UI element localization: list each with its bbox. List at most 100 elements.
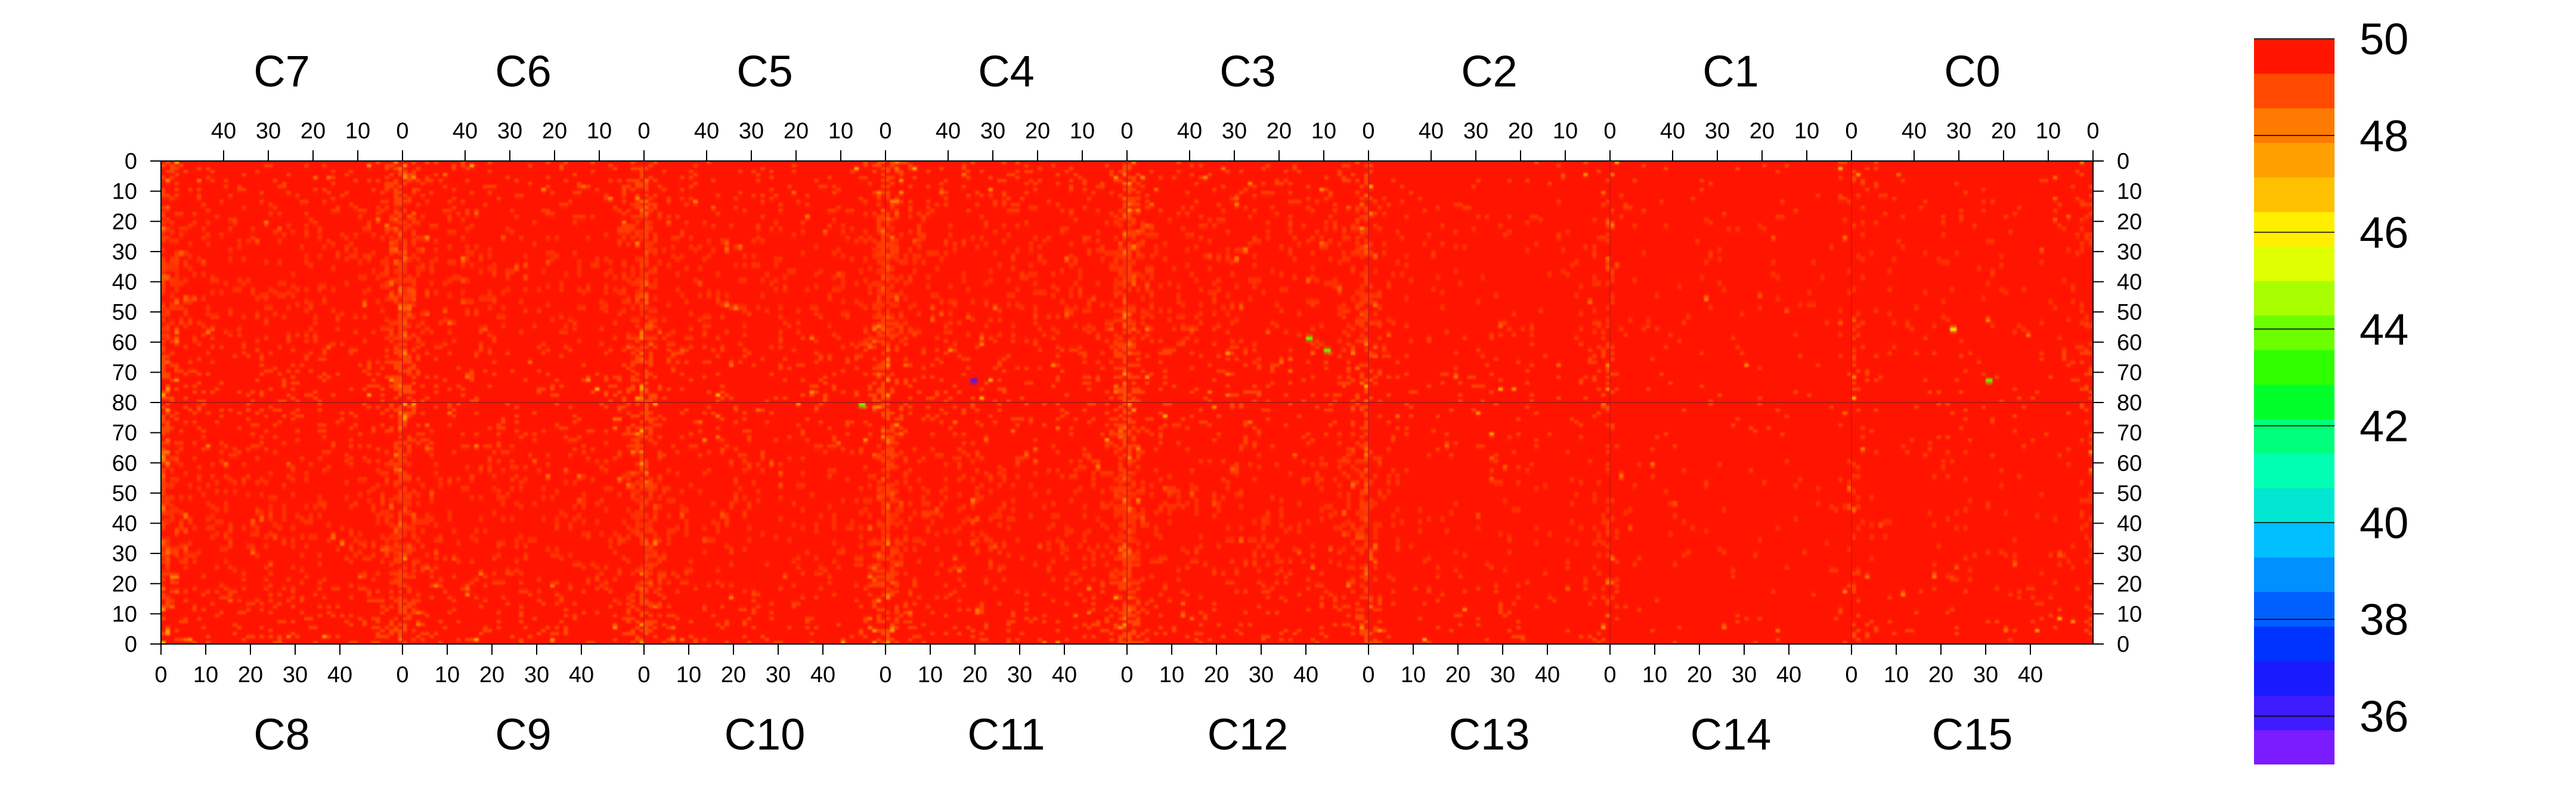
color-scale-tick-label: 36: [2360, 692, 2408, 741]
top-x-tick-label: 20: [1267, 119, 1292, 144]
y-tick-label-right: 80: [2117, 391, 2142, 416]
top-chamber-label: C2: [1461, 47, 1518, 96]
color-scale-segment: [2254, 349, 2334, 385]
y-tick-label-left: 20: [112, 209, 137, 234]
top-x-tick-label: 20: [301, 119, 326, 144]
bottom-x-tick-label: 0: [879, 662, 891, 688]
color-scale-tick-label: 44: [2360, 305, 2408, 354]
bottom-x-tick-label: 20: [1687, 662, 1712, 688]
y-tick-label-left: 0: [125, 632, 137, 657]
bottom-x-tick-label: 20: [1445, 662, 1470, 688]
y-tick-label-right: 70: [2117, 421, 2142, 446]
color-scale-segment: [2254, 419, 2334, 454]
bottom-x-tick-label: 20: [721, 662, 746, 688]
y-tick-label-right: 0: [2117, 149, 2129, 174]
color-scale-tick-label: 42: [2360, 401, 2408, 451]
bottom-x-tick-label: 40: [1535, 662, 1560, 688]
bottom-x-tick-label: 30: [1490, 662, 1515, 688]
top-x-tick-label: 0: [1120, 119, 1133, 144]
bottom-x-tick-label: 30: [766, 662, 791, 688]
top-x-tick-label: 30: [1463, 119, 1488, 144]
top-x-tick-label: 10: [1553, 119, 1578, 144]
color-scale-segment: [2254, 177, 2334, 212]
top-x-tick-label: 0: [1362, 119, 1374, 144]
color-scale-segment: [2254, 661, 2334, 696]
bottom-x-tick-label: 0: [637, 662, 650, 688]
top-x-tick-label: 10: [587, 119, 612, 144]
top-x-tick-label: 20: [542, 119, 567, 144]
bottom-x-tick-label: 0: [154, 662, 167, 688]
y-tick-label-right: 40: [2117, 512, 2142, 537]
y-tick-label-right: 10: [2117, 602, 2142, 627]
y-tick-label-right: 20: [2117, 572, 2142, 597]
top-x-tick-label: 40: [694, 119, 719, 144]
top-x-tick-label: 20: [1508, 119, 1533, 144]
y-tick-label-right: 20: [2117, 209, 2142, 234]
color-scale-tick-label: 38: [2360, 595, 2408, 645]
color-scale-segment: [2254, 522, 2334, 558]
color-scale-segment: [2254, 315, 2334, 351]
bottom-x-tick-label: 40: [569, 662, 594, 688]
bottom-chamber-label: C8: [253, 710, 310, 759]
bottom-chamber-label: C9: [495, 710, 552, 759]
top-x-tick-label: 40: [453, 119, 478, 144]
top-chamber-label: C1: [1702, 47, 1759, 96]
y-tick-label-left: 40: [112, 270, 137, 295]
y-tick-label-right: 50: [2117, 481, 2142, 506]
bottom-x-tick-label: 0: [1362, 662, 1374, 688]
bottom-x-tick-label: 40: [1052, 662, 1077, 688]
y-tick-label-right: 60: [2117, 451, 2142, 476]
top-x-tick-label: 10: [1070, 119, 1095, 144]
top-x-tick-label: 0: [2086, 119, 2099, 144]
bottom-x-tick-label: 10: [1401, 662, 1426, 688]
y-tick-label-left: 80: [112, 391, 137, 416]
bottom-chamber-label: C13: [1449, 710, 1530, 759]
top-x-tick-label: 30: [1705, 119, 1730, 144]
bottom-chamber-label: C10: [724, 710, 806, 759]
top-x-tick-label: 20: [784, 119, 809, 144]
bottom-x-tick-label: 20: [962, 662, 987, 688]
y-tick-label-left: 70: [112, 421, 137, 446]
top-chamber-label: C6: [495, 47, 552, 96]
color-scale-segment: [2254, 39, 2334, 74]
y-tick-label-right: 40: [2117, 270, 2142, 295]
top-chamber-label: C3: [1219, 47, 1276, 96]
y-tick-label-left: 50: [112, 300, 137, 325]
top-x-tick-label: 30: [497, 119, 522, 144]
bottom-x-tick-label: 30: [1973, 662, 1998, 688]
top-x-tick-label: 30: [980, 119, 1005, 144]
top-x-tick-label: 40: [211, 119, 236, 144]
bottom-x-tick-label: 30: [1732, 662, 1757, 688]
bottom-x-tick-label: 30: [283, 662, 308, 688]
top-x-tick-label: 20: [1991, 119, 2016, 144]
top-chamber-label: C0: [1944, 47, 2001, 96]
bottom-x-tick-label: 0: [1603, 662, 1616, 688]
color-scale-bar: [2254, 39, 2334, 764]
color-scale-tick-label: 46: [2360, 208, 2408, 258]
color-scale-tick-label: 50: [2360, 14, 2408, 64]
color-scale-segment: [2254, 730, 2334, 764]
bottom-chamber-label: C11: [967, 710, 1045, 759]
top-x-tick-label: 10: [2036, 119, 2061, 144]
bottom-x-tick-label: 10: [1159, 662, 1184, 688]
top-x-tick-label: 30: [1222, 119, 1247, 144]
bottom-x-tick-label: 0: [1120, 662, 1133, 688]
top-x-tick-label: 0: [396, 119, 408, 144]
y-tick-label-left: 60: [112, 451, 137, 476]
top-x-tick-label: 10: [1794, 119, 1819, 144]
top-x-tick-label: 10: [345, 119, 370, 144]
bottom-chamber-label: C14: [1690, 710, 1772, 759]
color-scale-segment: [2254, 453, 2334, 488]
color-scale-segment: [2254, 384, 2334, 420]
y-tick-label-left: 10: [112, 179, 137, 205]
y-tick-label-right: 50: [2117, 300, 2142, 325]
bottom-x-tick-label: 40: [1293, 662, 1318, 688]
color-scale-segment: [2254, 488, 2334, 523]
color-scale-segment: [2254, 211, 2334, 247]
bottom-x-tick-label: 20: [1928, 662, 1953, 688]
color-scale-segment: [2254, 73, 2334, 109]
top-x-tick-label: 40: [936, 119, 961, 144]
bottom-x-tick-label: 20: [1204, 662, 1229, 688]
top-x-tick-label: 30: [1946, 119, 1971, 144]
